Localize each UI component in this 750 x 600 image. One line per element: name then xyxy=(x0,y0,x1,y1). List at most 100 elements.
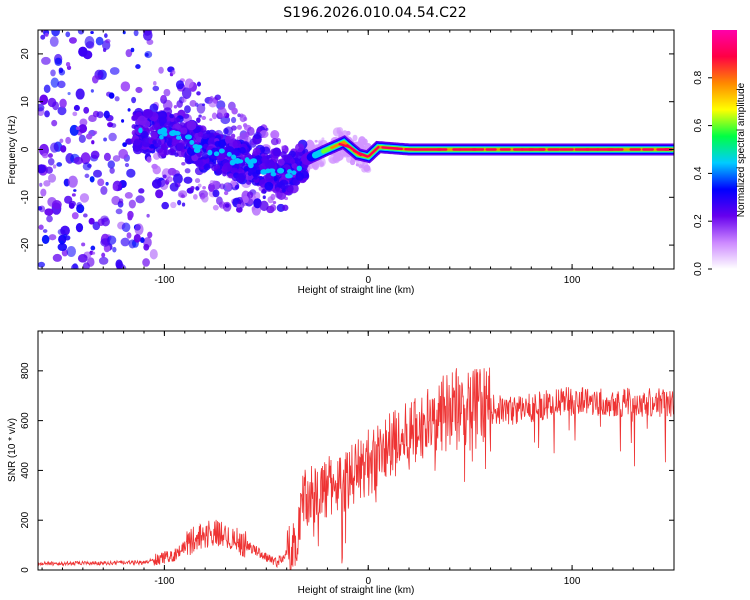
spectrogram-blob xyxy=(152,81,157,86)
spectrogram-blob xyxy=(236,124,242,130)
spectrogram-blob xyxy=(75,223,84,233)
spectrogram-blob xyxy=(84,173,90,179)
spectrogram-blob xyxy=(150,131,159,140)
spectrogram-blob xyxy=(50,142,59,153)
spectrogram-blob xyxy=(90,150,100,159)
spectrogram-blob xyxy=(176,142,185,151)
spectrogram-blob xyxy=(49,36,59,47)
spectrogram-peak xyxy=(285,173,293,179)
spectrogram-blob xyxy=(196,81,201,87)
spectrogram-blob xyxy=(51,30,60,37)
spectrogram-blob xyxy=(253,198,262,209)
spectrogram-blob xyxy=(78,134,86,143)
spectrogram-blob xyxy=(186,120,197,131)
spectrogram-blob xyxy=(239,114,247,123)
spectrogram-blob xyxy=(198,114,202,118)
spectrogram-blob xyxy=(234,184,240,190)
spectrogram-blob xyxy=(190,186,195,191)
spectrogram-blob xyxy=(109,167,115,174)
spectrogram-y-label: Frequency (Hz) xyxy=(7,116,18,185)
spectrogram-blob xyxy=(75,126,81,131)
snr-y-label: SNR (10 * v/v) xyxy=(7,418,18,482)
spectrogram-blob xyxy=(90,89,94,93)
spectrogram-blob xyxy=(96,111,104,119)
spectrogram-blob xyxy=(100,238,111,247)
spectrogram-blob xyxy=(264,181,274,191)
spectrogram-blob xyxy=(88,114,97,122)
spectrogram-peak xyxy=(189,140,195,145)
spectrogram-blob xyxy=(183,176,193,184)
spectrogram-blob xyxy=(196,91,201,96)
spectrogram-blob xyxy=(189,100,197,107)
spectrogram-blob xyxy=(76,202,83,209)
spectrogram-blob xyxy=(346,155,353,163)
y-tick-label: 200 xyxy=(20,511,31,528)
spectrogram-blob xyxy=(143,30,153,41)
spectrogram-blob xyxy=(174,152,179,157)
spectrogram-blob xyxy=(167,167,177,176)
spectrogram-blob xyxy=(131,114,138,122)
spectrogram-blob xyxy=(47,153,53,158)
spectrogram-blob xyxy=(242,123,248,128)
spectrogram-peak xyxy=(218,148,225,154)
spectrogram-blob xyxy=(51,200,62,210)
colorbar-tick-label: 0.0 xyxy=(693,262,704,276)
spectrogram-blob xyxy=(252,147,261,156)
spectrogram-peak xyxy=(184,134,193,140)
spectrogram-peak xyxy=(291,170,297,175)
spectrogram-blob xyxy=(358,136,366,147)
spectrogram-blob xyxy=(48,234,57,241)
spectrogram-blob xyxy=(160,143,168,150)
spectrogram-blob xyxy=(39,143,49,157)
spectrogram-core xyxy=(367,146,380,158)
spectrogram-x-ticks: -100 0 100 xyxy=(41,30,675,286)
y-tick-label: 0 xyxy=(20,146,31,152)
spectrogram-blob xyxy=(144,50,153,59)
snr-x-ticks: -100 0 100 xyxy=(41,331,675,587)
spectrogram-blob xyxy=(239,146,246,154)
spectrogram-blob xyxy=(196,117,201,123)
spectrogram-blob xyxy=(64,195,73,204)
spectrogram-blob xyxy=(170,201,177,209)
spectrogram-y-ticks: -20 -10 0 10 20 xyxy=(20,48,674,252)
spectrogram-blob xyxy=(118,148,129,159)
spectrogram-blob xyxy=(270,193,276,201)
spectrogram-blob xyxy=(93,169,103,178)
spectrogram-blob xyxy=(181,194,185,198)
spectrogram-blob xyxy=(201,152,209,160)
spectrogram-blob xyxy=(79,193,90,203)
spectrogram-core xyxy=(352,149,369,158)
spectrogram-blob xyxy=(98,256,109,265)
spectrogram-blob xyxy=(163,148,170,156)
spectrogram-blob xyxy=(312,164,318,170)
spectrogram-peak xyxy=(175,135,182,140)
spectrogram-blob xyxy=(295,143,305,153)
spectrogram-blob xyxy=(71,212,79,220)
spectrogram-blob xyxy=(176,100,183,108)
spectrogram-blob xyxy=(222,172,227,177)
spectrogram-blob xyxy=(50,69,56,77)
spectrogram-blob xyxy=(231,125,237,131)
spectrogram-blob xyxy=(115,208,123,215)
spectrogram-blob xyxy=(321,137,325,141)
colorbar-tick-label: 0.6 xyxy=(693,118,704,132)
spectrogram-blob xyxy=(84,36,95,49)
spectrogram-blob xyxy=(206,130,211,135)
spectrogram-blob xyxy=(124,192,133,199)
spectrogram-blob xyxy=(169,182,179,192)
spectrogram-blob xyxy=(65,31,71,38)
spectrogram-blob xyxy=(266,154,271,159)
spectrogram-blob xyxy=(195,186,200,191)
spectrogram-blob xyxy=(68,202,75,209)
spectrogram-blob xyxy=(237,113,241,118)
spectrogram-blob xyxy=(73,104,80,112)
spectrogram-blob xyxy=(82,162,92,171)
spectrogram-blob xyxy=(238,168,243,173)
spectrogram-blob xyxy=(230,133,236,139)
spectrogram-blob xyxy=(80,152,91,165)
spectrogram-blob xyxy=(101,252,106,258)
spectrogram-blob xyxy=(71,193,76,197)
spectrogram-blob xyxy=(131,96,137,104)
spectrogram-blob xyxy=(122,142,127,148)
spectrogram-blob xyxy=(139,237,145,243)
